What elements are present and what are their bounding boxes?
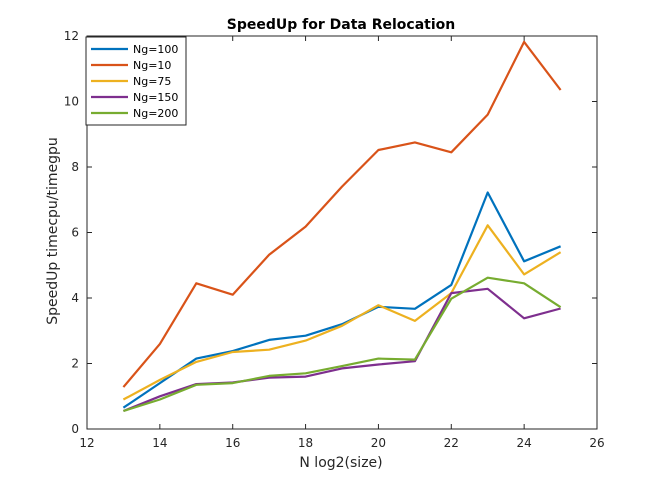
x-axis-label: N log2(size) bbox=[299, 455, 382, 471]
legend-entry-label: Ng=75 bbox=[133, 75, 171, 88]
series-line-ng-10 bbox=[122, 40, 562, 388]
series-line-ng-100 bbox=[122, 191, 562, 409]
y-tick-label: 6 bbox=[71, 226, 79, 240]
series-line-ng-200 bbox=[123, 276, 562, 413]
y-tick-label: 10 bbox=[64, 95, 79, 109]
x-tick-label: 12 bbox=[79, 436, 94, 450]
legend-entry-label: Ng=200 bbox=[133, 107, 178, 120]
chart-title: SpeedUp for Data Relocation bbox=[227, 17, 455, 33]
axes-box bbox=[86, 35, 598, 430]
series-line-ng-75 bbox=[122, 224, 562, 401]
y-tick-label: 8 bbox=[71, 160, 79, 174]
y-tick-label: 0 bbox=[71, 422, 79, 436]
legend-entry-label: Ng=150 bbox=[133, 91, 178, 104]
legend: Ng=100 Ng=10 Ng=75 Ng=150 Ng=200 bbox=[85, 36, 187, 126]
series-lines bbox=[122, 40, 562, 413]
y-tick-label: 2 bbox=[71, 357, 79, 371]
x-tick-label: 26 bbox=[589, 436, 604, 450]
y-tick-label: 4 bbox=[71, 291, 79, 305]
x-tick-label: 20 bbox=[371, 436, 386, 450]
y-axis-label: SpeedUp timecpu/timegpu bbox=[45, 137, 61, 325]
x-tick-label: 18 bbox=[298, 436, 313, 450]
y-tick-label: 12 bbox=[64, 29, 79, 43]
legend-entry-label: Ng=10 bbox=[133, 59, 171, 72]
x-tick-label: 24 bbox=[517, 436, 532, 450]
legend-entry-label: Ng=100 bbox=[133, 43, 178, 56]
x-tick-label: 16 bbox=[225, 436, 240, 450]
x-tick-label: 22 bbox=[444, 436, 459, 450]
x-tick-label: 14 bbox=[152, 436, 167, 450]
